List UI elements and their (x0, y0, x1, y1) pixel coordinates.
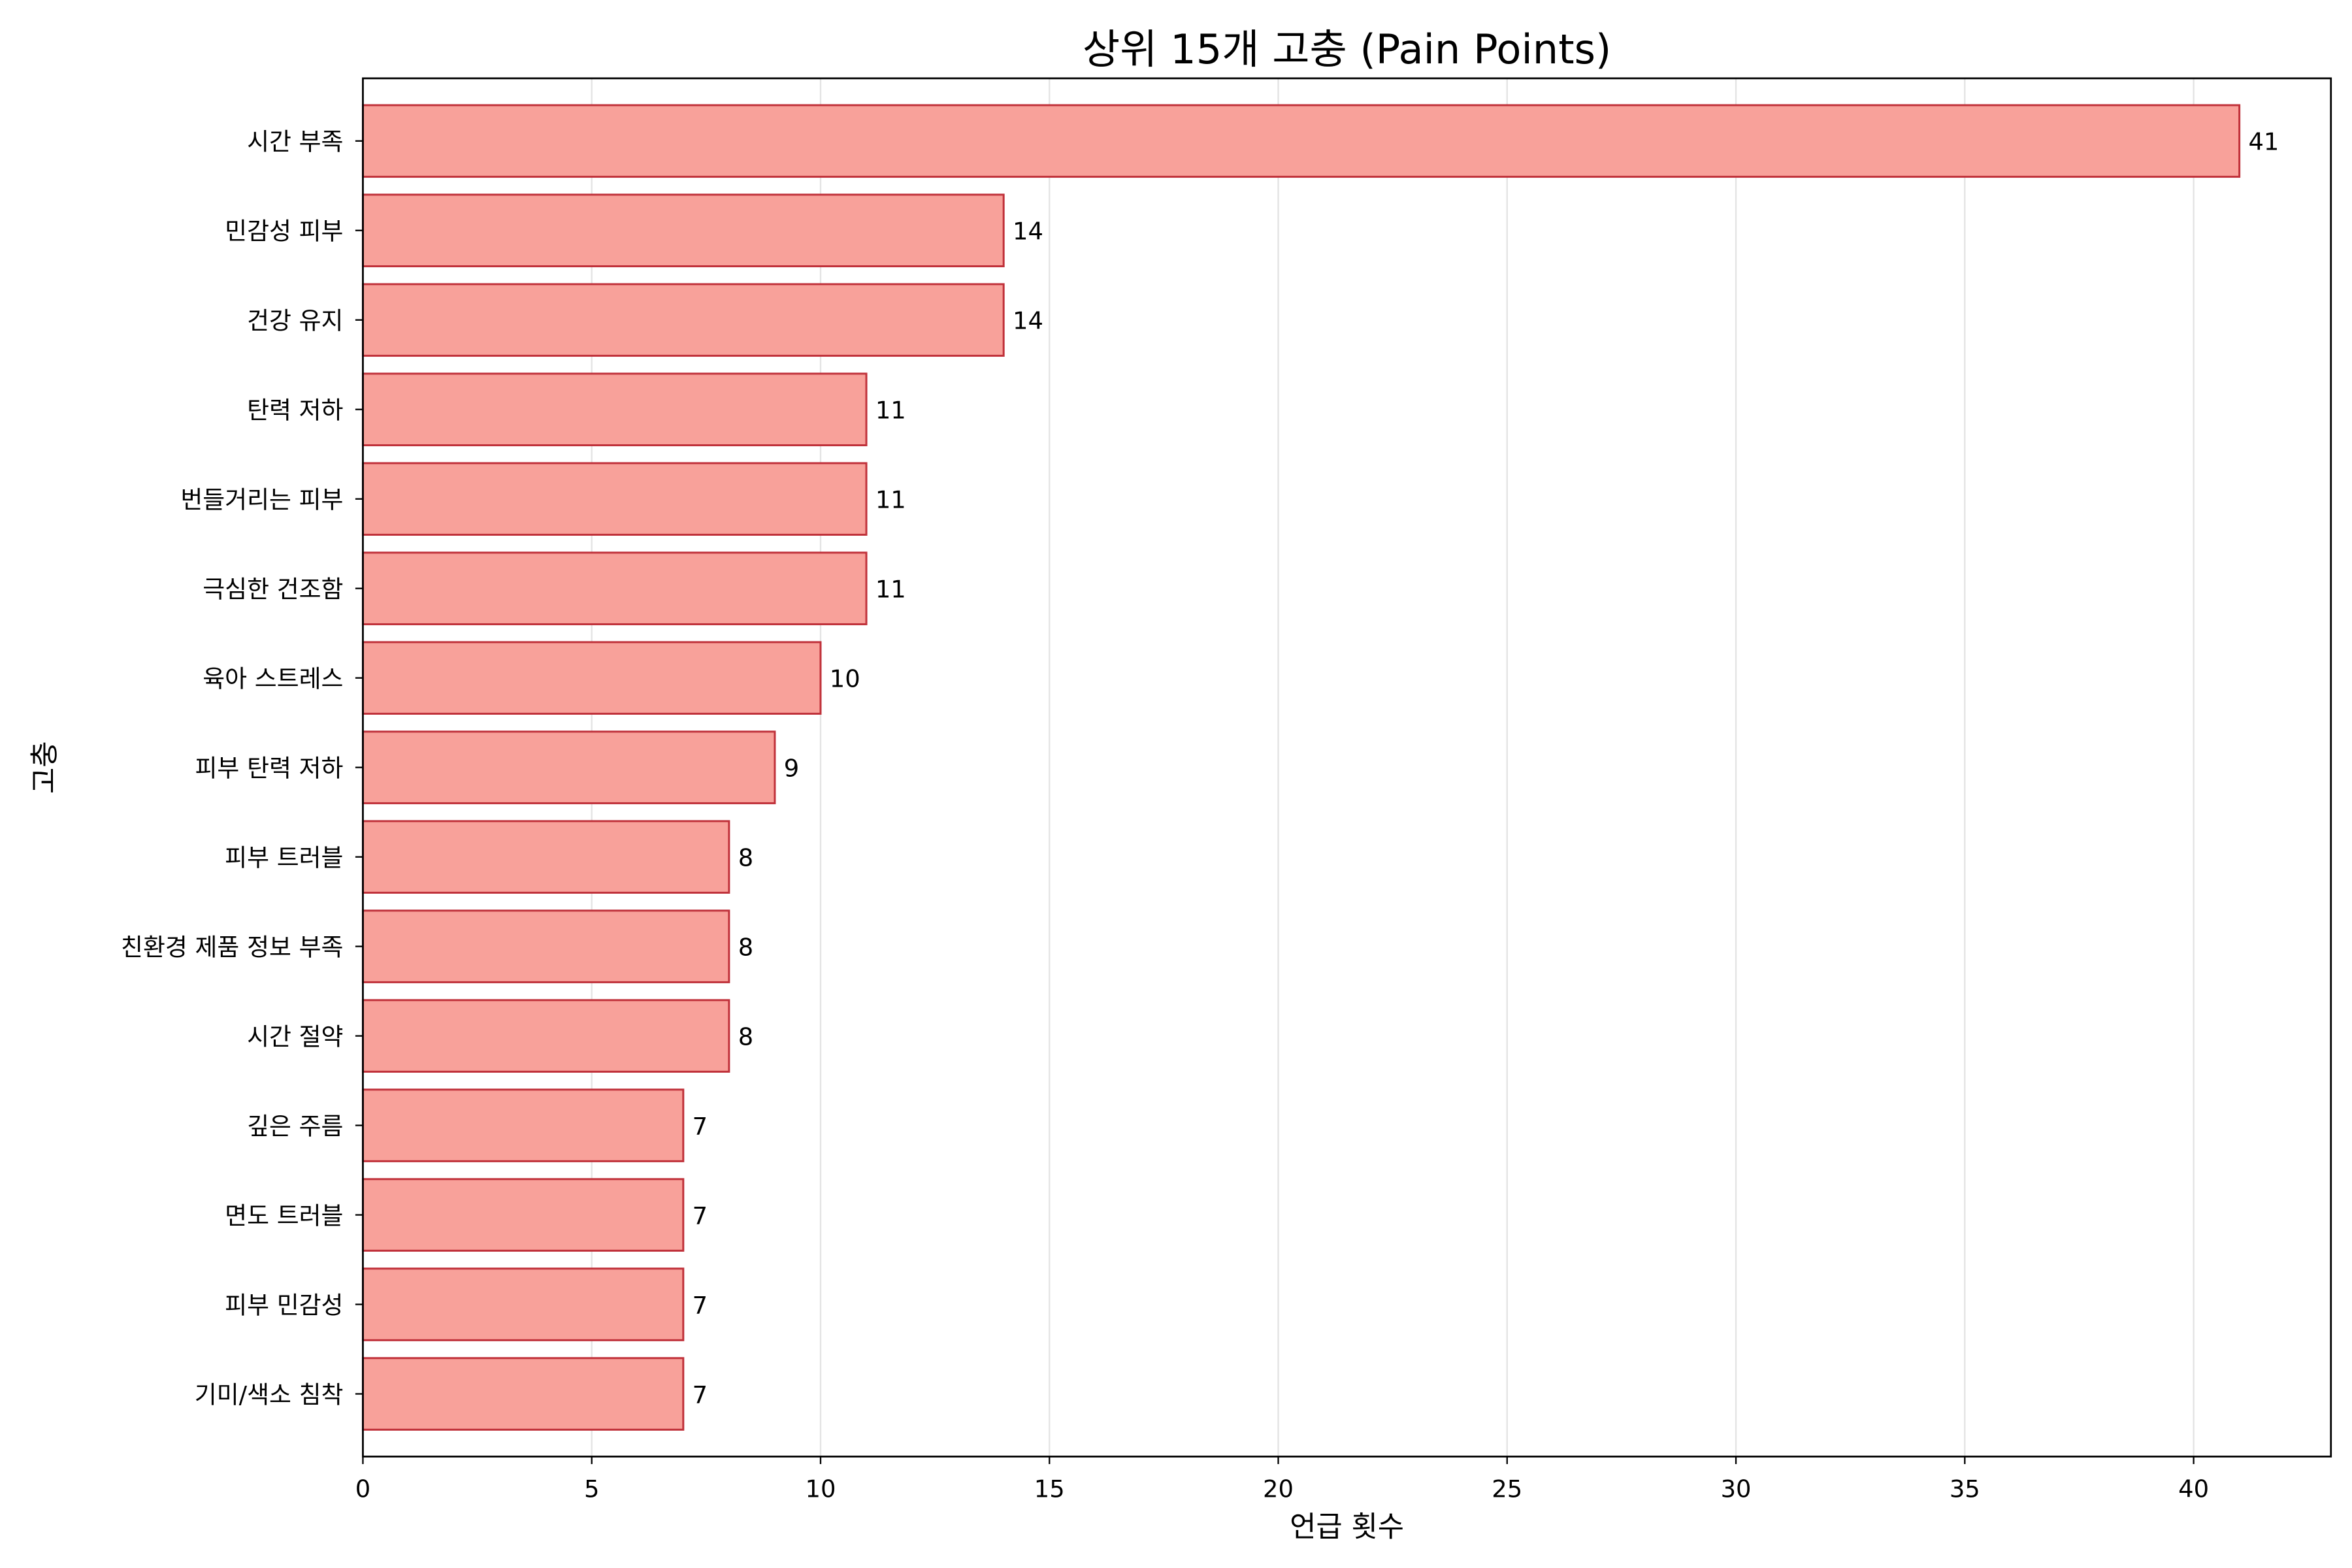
bar (361, 641, 822, 715)
x-tick-label: 0 (355, 1475, 370, 1503)
bar-value-label: 7 (693, 1201, 708, 1230)
bar-value-label: 11 (875, 486, 906, 514)
y-tick-label: 피부 트러블 (225, 843, 343, 872)
y-tick-label: 기미/색소 침착 (195, 1380, 344, 1409)
bar (361, 730, 776, 804)
bar (361, 462, 868, 536)
y-tick-label: 탄력 저하 (247, 397, 343, 425)
y-tick-label: 육아 스트레스 (203, 664, 343, 693)
bar (361, 104, 2241, 178)
bar (361, 1267, 685, 1341)
bar-value-label: 10 (830, 664, 860, 693)
bar-value-label: 14 (1013, 307, 1043, 335)
y-tick-label: 번들거리는 피부 (180, 486, 343, 514)
bar (361, 283, 1005, 357)
bar (361, 1088, 685, 1162)
bar (361, 1357, 685, 1431)
y-axis-label: 고충 (28, 741, 61, 794)
bar-value-label: 41 (2248, 128, 2279, 156)
y-tick-label: 면도 트러블 (225, 1201, 343, 1230)
bar (361, 999, 730, 1073)
y-tick-label: 피부 민감성 (225, 1291, 343, 1319)
bar-value-label: 7 (693, 1112, 708, 1140)
bar-value-label: 8 (738, 933, 753, 961)
x-tick-label: 20 (1263, 1475, 1294, 1503)
x-axis-label: 언급 횟수 (1290, 1511, 1404, 1544)
bar (361, 909, 730, 983)
bar-value-label: 11 (875, 576, 906, 604)
y-tick-label: 친환경 제품 정보 부족 (121, 933, 343, 961)
bar-value-label: 11 (875, 397, 906, 425)
bar-value-label: 8 (738, 1022, 753, 1051)
bar (361, 820, 730, 894)
y-tick-label: 민감성 피부 (225, 218, 343, 246)
bar-value-label: 7 (693, 1380, 708, 1409)
x-tick-label: 35 (1950, 1475, 1980, 1503)
x-tick-label: 40 (2178, 1475, 2209, 1503)
value-labels: 41 14 14 11 11 11 10 9 8 8 8 7 7 7 7 (693, 128, 2279, 1409)
y-tick-label: 극심한 건조함 (203, 576, 343, 604)
bar (361, 551, 868, 625)
y-tick-label: 피부 탄력 저하 (195, 754, 344, 782)
x-tick-label: 15 (1034, 1475, 1065, 1503)
chart-title: 상위 15개 고충 (Pain Points) (1083, 25, 1611, 73)
bar (361, 372, 868, 447)
bars (361, 104, 2241, 1431)
x-tick-label: 10 (806, 1475, 836, 1503)
y-tick-label: 시간 부족 (247, 128, 343, 156)
bar (361, 1178, 685, 1252)
bar (361, 193, 1005, 268)
bar-value-label: 14 (1013, 218, 1043, 246)
bar-value-label: 7 (693, 1291, 708, 1319)
x-tick-label: 30 (1721, 1475, 1752, 1503)
y-tick-label: 건강 유지 (247, 307, 343, 335)
y-tick-label: 깊은 주름 (247, 1112, 343, 1140)
y-tick-label: 시간 절약 (247, 1022, 343, 1051)
x-axis-ticks: 0 5 10 15 20 25 30 35 40 (355, 1456, 2209, 1503)
x-tick-label: 5 (584, 1475, 599, 1503)
bar-value-label: 9 (784, 754, 799, 782)
bar-value-label: 8 (738, 843, 753, 872)
x-tick-label: 25 (1492, 1475, 1522, 1503)
